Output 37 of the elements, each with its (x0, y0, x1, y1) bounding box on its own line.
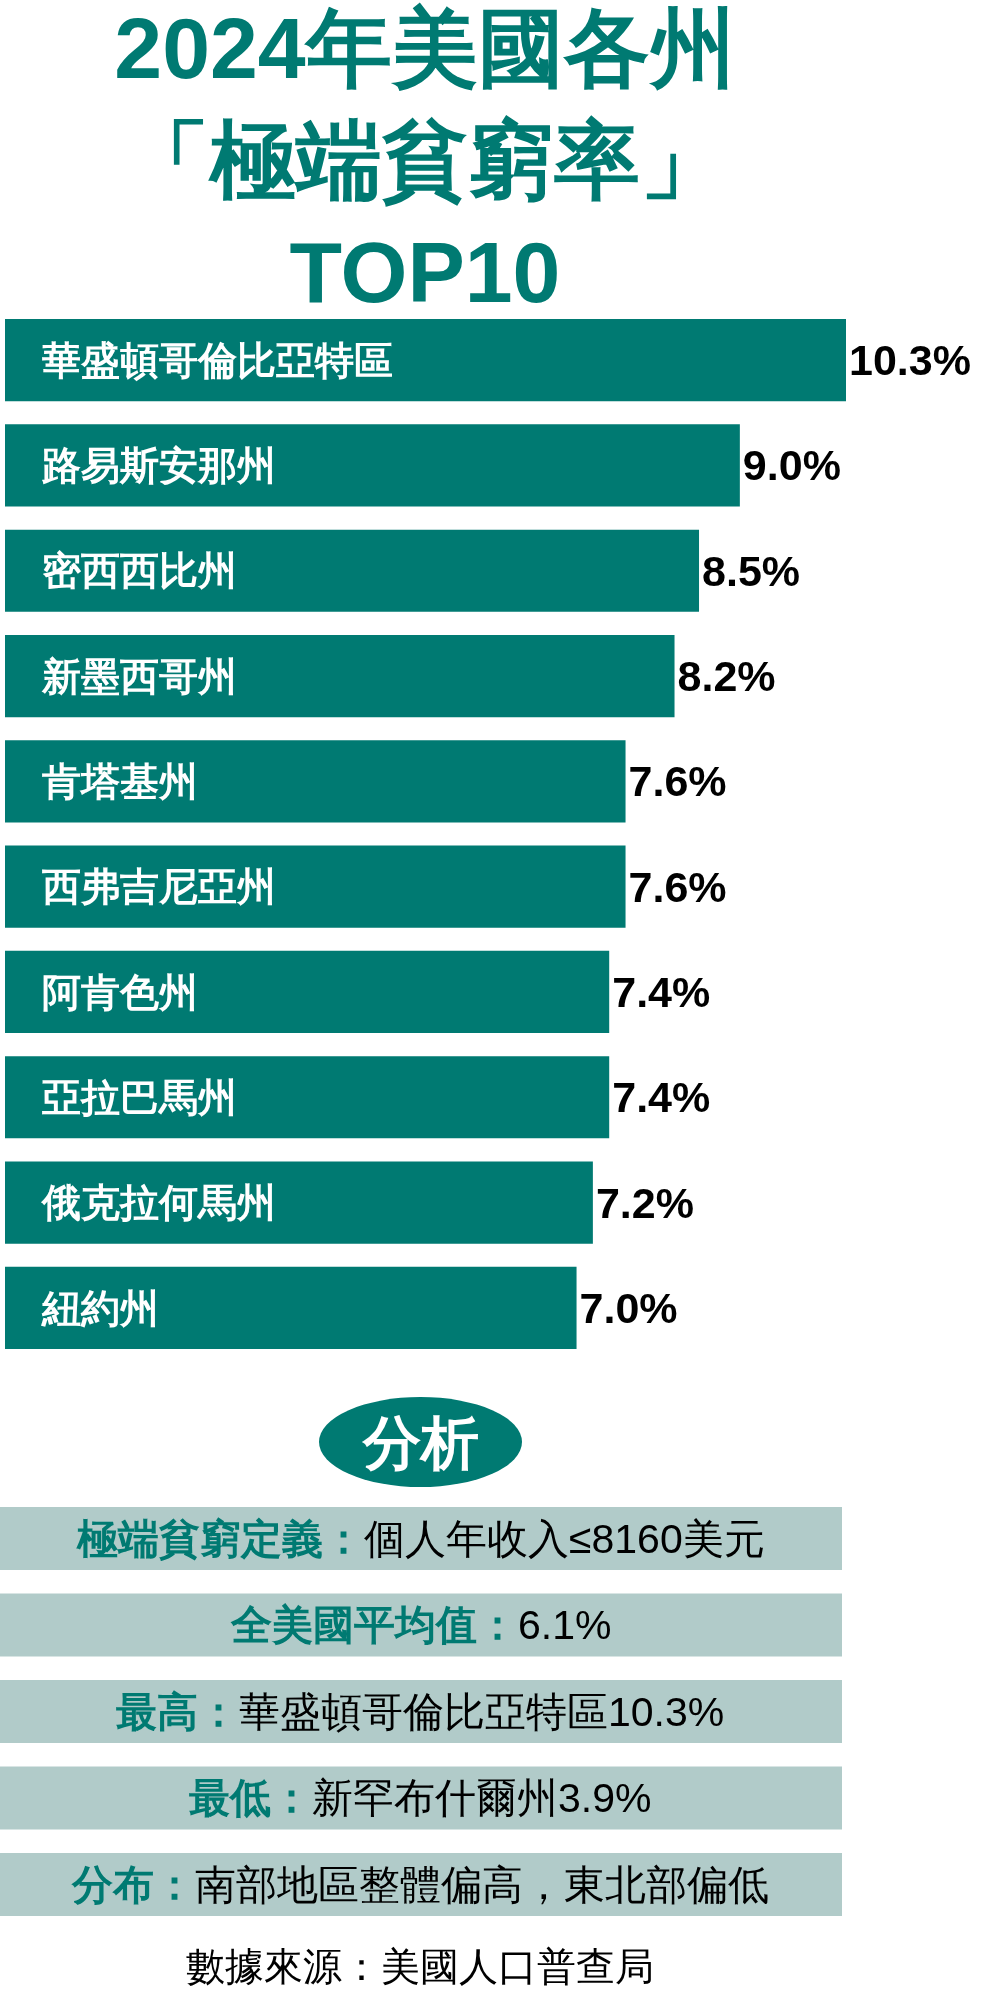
data-label: 7.2% (595, 1178, 694, 1227)
y-tick-label: 紐約州 (41, 1286, 159, 1330)
y-tick-label: 新墨西哥州 (41, 654, 237, 698)
text: 極端貧窮定義： (76, 1516, 364, 1562)
y-tick-label: 亞拉巴馬州 (41, 1075, 237, 1119)
chart-title: 2024年美國各州「極端貧窮率」TOP10 (114, 0, 736, 320)
data-label: 7.6% (628, 757, 727, 806)
y-tick-label: 阿肯色州 (42, 970, 198, 1014)
text: 分析 (361, 1410, 479, 1475)
y-tick-label: 西弗吉尼亞州 (41, 865, 276, 909)
data-label: 7.4% (612, 1073, 711, 1122)
bar (5, 424, 740, 507)
bar (5, 1161, 593, 1244)
bar (5, 950, 610, 1034)
text: 全美國平均值： (230, 1602, 518, 1648)
data-label: 7.6% (628, 862, 727, 911)
bar (5, 634, 675, 718)
y-tick-label: 華盛頓哥倫比亞特區 (42, 338, 393, 382)
y-tick-label: 路易斯安那州 (41, 444, 276, 488)
text: 最低： (189, 1775, 312, 1821)
bar (5, 529, 700, 612)
data-label: 10.3% (849, 336, 971, 385)
data-label: 7.4% (612, 967, 711, 1016)
y-tick-label: 密西西比州 (42, 549, 237, 593)
text: 數據來源：美國人口普查局 (186, 1945, 654, 1988)
bar (5, 740, 626, 823)
data-label: 9.0% (742, 441, 841, 490)
y-tick-label: 肯塔基州 (41, 760, 198, 803)
data-label: 8.5% (702, 546, 801, 595)
text: 分布： (71, 1862, 195, 1908)
bar (5, 1056, 610, 1139)
bar (5, 845, 626, 928)
bar (5, 1266, 577, 1349)
text: 最高： (116, 1689, 239, 1735)
data-label: 8.2% (677, 652, 776, 701)
y-tick-label: 俄克拉何馬州 (40, 1181, 276, 1225)
data-label: 7.0% (579, 1283, 678, 1332)
